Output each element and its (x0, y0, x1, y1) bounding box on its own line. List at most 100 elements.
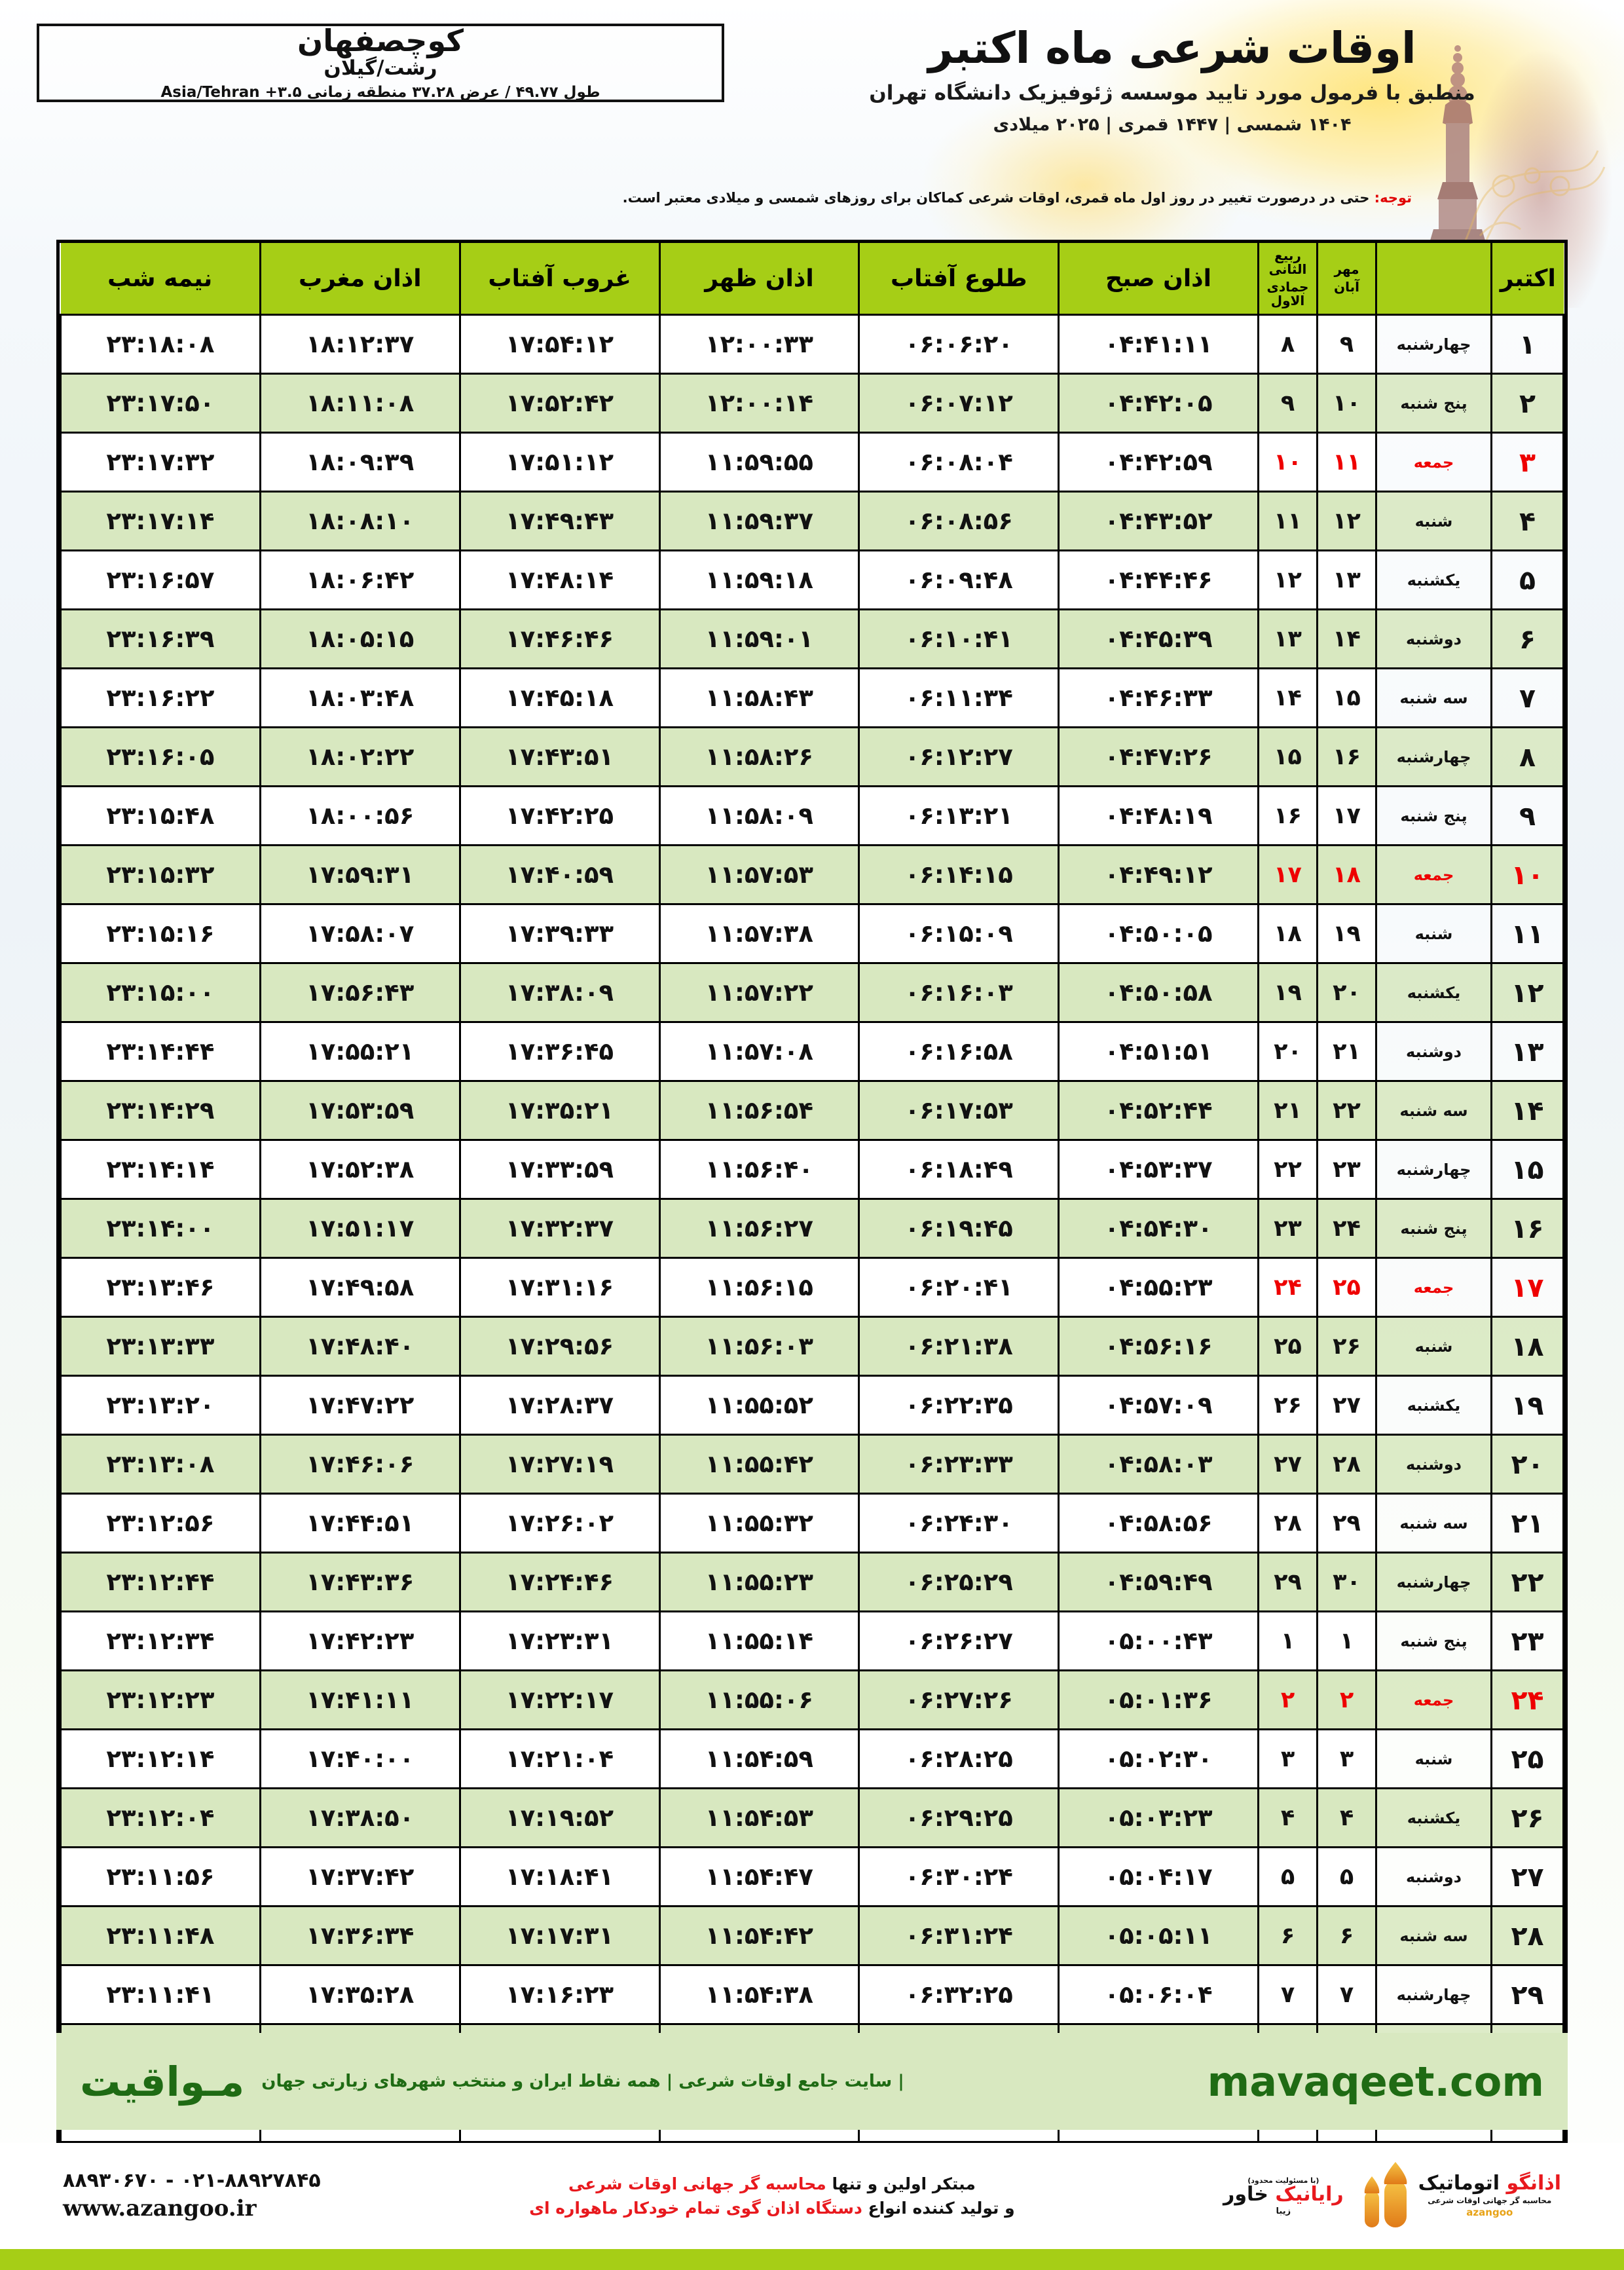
fajr-time: ۰۴:۴۷:۲۶ (1058, 726, 1259, 787)
sunrise-time: ۰۶:۲۶:۲۷ (858, 1610, 1060, 1671)
dhuhr-time: ۱۱:۵۹:۱۸ (658, 549, 860, 610)
prayer-times-table: اکتبر مهر آبان ربیع الثانی جمادی الاول (60, 243, 1564, 2143)
maghrib-time: ۱۷:۵۵:۲۱ (259, 1021, 461, 1082)
dhuhr-time: ۱۱:۵۸:۲۶ (658, 726, 860, 787)
col-header-midnight: نیمه شب (60, 243, 261, 315)
solar-date: ۲۵ (1316, 1257, 1377, 1318)
fajr-time: ۰۴:۴۲:۵۹ (1058, 432, 1259, 493)
col-header-sunrise: طلوع آفتاب (858, 243, 1059, 315)
weekday-name: چهارشنبه (1375, 1139, 1492, 1200)
solar-date: ۲۷ (1316, 1375, 1377, 1436)
weekday-name: سه شنبه (1375, 1905, 1492, 1966)
day-number: ۲۹ (1490, 1964, 1564, 2025)
day-number: ۲۷ (1490, 1846, 1564, 1907)
rayanik-title: رایانیک (1275, 2182, 1344, 2206)
midnight-time: ۲۳:۱۷:۱۴ (60, 491, 261, 551)
sunset-time: ۱۷:۳۲:۳۷ (458, 1198, 661, 1259)
mavaqeet-site-url[interactable]: mavaqeet.com (1207, 2057, 1544, 2106)
table-row: ۲۶ یکشنبه ۴ ۴ ۰۵:۰۳:۲۳ ۰۶:۲۹:۲۵ ۱۱:۵۴:۵۳ ۱۷:۱۹:… (60, 1787, 1564, 1848)
sunrise-time: ۰۶:۰۶:۲۰ (858, 314, 1060, 375)
solar-date: ۵ (1316, 1846, 1377, 1907)
weekday-name: شنبه (1375, 1728, 1492, 1789)
table-row: ۱۰ جمعه ۱۸ ۱۷ ۰۴:۴۹:۱۲ ۰۶:۱۴:۱۵ ۱۱:۵۷:۵۳ ۱۷:۴۰:… (60, 844, 1564, 905)
sunrise-time: ۰۶:۳۰:۲۴ (858, 1846, 1060, 1907)
dhuhr-time: ۱۱:۵۵:۰۶ (658, 1669, 860, 1730)
solar-date: ۲۸ (1316, 1434, 1377, 1495)
table-row: ۲۴ جمعه ۲ ۲ ۰۵:۰۱:۳۶ ۰۶:۲۷:۲۶ ۱۱:۵۵:۰۶ ۱۷:۲۲:۱۷… (60, 1669, 1564, 1730)
table-row: ۱ چهارشنبه ۹ ۸ ۰۴:۴۱:۱۱ ۰۶:۰۶:۲۰ ۱۲:۰۰:۳۳ ۱۷:۵۴… (60, 314, 1564, 375)
dhuhr-time: ۱۱:۵۷:۳۸ (658, 903, 860, 964)
mavaqeet-banner: mavaqeet.com | سایت جامع اوقات شرعی | هم… (56, 2033, 1568, 2130)
rayanik-khavar: خاور (1223, 2182, 1268, 2206)
sunrise-time: ۰۶:۱۹:۴۵ (858, 1198, 1060, 1259)
dhuhr-time: ۱۱:۵۵:۳۲ (658, 1493, 860, 1554)
maghrib-time: ۱۷:۳۷:۴۲ (259, 1846, 461, 1907)
midnight-time: ۲۳:۱۷:۵۰ (60, 373, 261, 434)
mavaqeet-logo: مـواقیت (80, 2057, 245, 2106)
weekday-name: پنج شنبه (1375, 373, 1492, 434)
maghrib-time: ۱۷:۴۶:۰۶ (259, 1434, 461, 1495)
mavaqeet-tagline: | سایت جامع اوقات شرعی | همه نقاط ایران … (261, 2072, 904, 2091)
col-header-weekday (1375, 243, 1492, 315)
day-number: ۶ (1490, 608, 1564, 669)
hijri-date: ۲۸ (1257, 1493, 1318, 1554)
midnight-time: ۲۳:۱۴:۲۹ (60, 1080, 261, 1141)
hijri-date: ۲۷ (1257, 1434, 1318, 1495)
sunrise-time: ۰۶:۱۶:۰۳ (858, 962, 1060, 1023)
rayanik-liability: (با مسئولیت محدود) (1247, 2176, 1320, 2185)
midnight-time: ۲۳:۱۳:۲۰ (60, 1375, 261, 1436)
weekday-name: یکشنبه (1375, 1787, 1492, 1848)
weekday-name: چهارشنبه (1375, 726, 1492, 787)
footer-line1-plain: مبتکر اولین و تنها (826, 2174, 976, 2193)
day-number: ۱۵ (1490, 1139, 1564, 1200)
hijri-date: ۱۹ (1257, 962, 1318, 1023)
day-number: ۱۷ (1490, 1257, 1564, 1318)
azangoo-title-2: اتوماتیک (1418, 2172, 1500, 2195)
table-row: ۱۱ شنبه ۱۹ ۱۸ ۰۴:۵۰:۰۵ ۰۶:۱۵:۰۹ ۱۱:۵۷:۳۸ ۱۷:۳۹:… (60, 903, 1564, 964)
footer-contact: ۰۲۱-۸۸۹۲۷۸۴۵ - ۸۸۹۳۰۶۷۰ www.azangoo.ir (63, 2168, 321, 2224)
midnight-time: ۲۳:۱۵:۱۶ (60, 903, 261, 964)
sunrise-time: ۰۶:۲۵:۲۹ (858, 1552, 1060, 1612)
maghrib-time: ۱۷:۴۲:۲۳ (259, 1610, 461, 1671)
sunset-time: ۱۷:۲۳:۳۱ (458, 1610, 661, 1671)
hijri-date: ۱۳ (1257, 608, 1318, 669)
table-header-row: اکتبر مهر آبان ربیع الثانی جمادی الاول (60, 243, 1564, 315)
midnight-time: ۲۳:۱۱:۴۱ (60, 1964, 261, 2025)
day-number: ۷ (1490, 667, 1564, 728)
fajr-time: ۰۵:۰۰:۴۳ (1058, 1610, 1259, 1671)
sunrise-time: ۰۶:۱۸:۴۹ (858, 1139, 1060, 1200)
sunrise-time: ۰۶:۲۲:۳۵ (858, 1375, 1060, 1436)
solar-date: ۱۲ (1316, 491, 1377, 551)
day-number: ۲۸ (1490, 1905, 1564, 1966)
prayer-times-table-wrap: اکتبر مهر آبان ربیع الثانی جمادی الاول (56, 240, 1568, 2146)
sunset-time: ۱۷:۳۸:۰۹ (458, 962, 661, 1023)
fajr-time: ۰۴:۵۴:۳۰ (1058, 1198, 1259, 1259)
hijri-date: ۶ (1257, 1905, 1318, 1966)
dhuhr-time: ۱۱:۵۷:۲۲ (658, 962, 860, 1023)
midnight-time: ۲۳:۱۲:۴۴ (60, 1552, 261, 1612)
fajr-time: ۰۴:۵۸:۵۶ (1058, 1493, 1259, 1554)
sunrise-time: ۰۶:۲۷:۲۶ (858, 1669, 1060, 1730)
table-row: ۲۲ چهارشنبه ۳۰ ۲۹ ۰۴:۵۹:۴۹ ۰۶:۲۵:۲۹ ۱۱:۵۵:۲۳ ۱۷… (60, 1552, 1564, 1612)
footer-website[interactable]: www.azangoo.ir (63, 2195, 257, 2222)
day-number: ۲۵ (1490, 1728, 1564, 1789)
sunrise-time: ۰۶:۰۸:۵۶ (858, 491, 1060, 551)
sunrise-time: ۰۶:۲۸:۲۵ (858, 1728, 1060, 1789)
weekday-name: دوشنبه (1375, 608, 1492, 669)
maghrib-time: ۱۸:۱۲:۳۷ (259, 314, 461, 375)
sunset-time: ۱۷:۴۸:۱۴ (458, 549, 661, 610)
maghrib-time: ۱۷:۵۶:۴۳ (259, 962, 461, 1023)
maghrib-time: ۱۷:۵۱:۱۷ (259, 1198, 461, 1259)
dhuhr-time: ۱۱:۵۶:۴۰ (658, 1139, 860, 1200)
hijri-date: ۲۰ (1257, 1021, 1318, 1082)
page-footer: اذانگو اتوماتیک محاسبه گر جهانی اوقات شر… (0, 2143, 1624, 2249)
table-row: ۲ پنج شنبه ۱۰ ۹ ۰۴:۴۲:۰۵ ۰۶:۰۷:۱۲ ۱۲:۰۰:۱۴ ۱۷:۵… (60, 373, 1564, 434)
sunrise-time: ۰۶:۱۶:۵۸ (858, 1021, 1060, 1082)
table-row: ۲۵ شنبه ۳ ۳ ۰۵:۰۲:۳۰ ۰۶:۲۸:۲۵ ۱۱:۵۴:۵۹ ۱۷:۲۱:۰۴… (60, 1728, 1564, 1789)
dhuhr-time: ۱۱:۵۶:۰۳ (658, 1316, 860, 1377)
sunset-time: ۱۷:۲۲:۱۷ (458, 1669, 661, 1730)
sunset-time: ۱۷:۳۹:۳۳ (458, 903, 661, 964)
footer-line1-highlight: محاسبه گر جهانی اوقات شرعی (568, 2174, 826, 2193)
day-number: ۲۲ (1490, 1552, 1564, 1612)
